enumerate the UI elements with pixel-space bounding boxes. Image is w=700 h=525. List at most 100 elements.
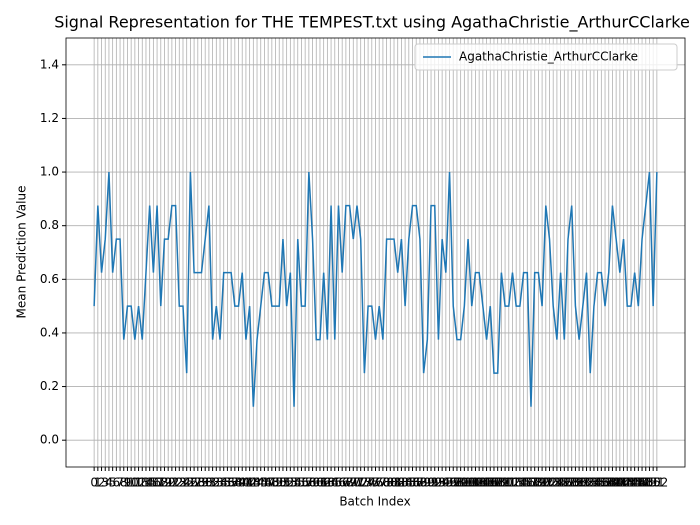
legend-label: AgathaChristie_ArthurCClarke <box>459 50 638 64</box>
x-tick-label: 58 <box>301 476 316 490</box>
x-tick-label: 82 <box>390 476 405 490</box>
x-tick-label: 75 <box>364 476 379 490</box>
x-tick-label: 22 <box>168 476 183 490</box>
x-tick-label: 113 <box>501 476 524 490</box>
x-tick-label: 73 <box>357 476 372 490</box>
x-tick-label: 98 <box>449 476 464 490</box>
x-tick-label: 17 <box>149 476 164 490</box>
x-tick-label: 148 <box>631 476 654 490</box>
x-tick-label: 86 <box>405 476 420 490</box>
x-tick-label: 152 <box>645 476 668 490</box>
x-tick-label: 19 <box>157 476 172 490</box>
plot-frame <box>65 37 686 468</box>
x-tick-label: 20 <box>161 476 176 490</box>
x-tick-label: 119 <box>523 476 546 490</box>
x-tick-label: 37 <box>223 476 238 490</box>
x-tick-label: 35 <box>216 476 231 490</box>
x-tick-label: 135 <box>582 476 605 490</box>
x-tick-label: 50 <box>272 476 287 490</box>
x-tick-label: 44 <box>249 476 264 490</box>
x-tick-label: 43 <box>246 476 261 490</box>
x-tick-label: 41 <box>238 476 253 490</box>
y-tick-label: 1.0 <box>40 165 59 179</box>
x-tick-label: 1 <box>94 476 102 490</box>
x-tick-label: 77 <box>372 476 387 490</box>
x-tick-label: 9 <box>124 476 132 490</box>
x-tick-label: 34 <box>212 476 227 490</box>
x-tick-label: 118 <box>520 476 543 490</box>
x-tick-label: 110 <box>490 476 513 490</box>
x-tick-label: 28 <box>190 476 205 490</box>
x-axis-label: Batch Index <box>339 495 410 509</box>
x-tick-label: 92 <box>427 476 442 490</box>
x-tick-label: 4 <box>105 476 113 490</box>
y-tick-label: 0.2 <box>40 379 59 393</box>
x-tick-label: 116 <box>512 476 535 490</box>
x-tick-label: 6 <box>113 476 121 490</box>
x-tick-label: 117 <box>516 476 539 490</box>
x-tick-label: 122 <box>534 476 557 490</box>
x-tick-label: 52 <box>279 476 294 490</box>
x-tick-label: 49 <box>268 476 283 490</box>
x-tick-label: 91 <box>423 476 438 490</box>
x-tick-label: 71 <box>349 476 364 490</box>
x-tick-label: 143 <box>612 476 635 490</box>
x-tick-label: 150 <box>638 476 661 490</box>
x-tick-label: 149 <box>634 476 657 490</box>
x-tick-label: 57 <box>298 476 313 490</box>
x-tick-label: 142 <box>608 476 631 490</box>
x-tick-label: 83 <box>394 476 409 490</box>
x-tick-label: 120 <box>527 476 550 490</box>
x-tick-label: 100 <box>453 476 476 490</box>
x-tick-label: 121 <box>531 476 554 490</box>
x-tick-label: 31 <box>201 476 216 490</box>
x-tick-label: 36 <box>220 476 235 490</box>
x-tick-label: 137 <box>590 476 613 490</box>
chart-title: Signal Representation for THE TEMPEST.tx… <box>54 13 690 33</box>
x-tick-label: 141 <box>605 476 628 490</box>
x-tick-label: 12 <box>131 476 146 490</box>
x-tick-label: 147 <box>627 476 650 490</box>
x-tick-label: 3 <box>101 476 109 490</box>
x-tick-label: 72 <box>353 476 368 490</box>
x-tick-label: 108 <box>483 476 506 490</box>
x-tick-label: 151 <box>642 476 665 490</box>
x-tick-label: 125 <box>545 476 568 490</box>
y-tick-label: 0.4 <box>40 325 59 339</box>
x-tick-label: 74 <box>360 476 375 490</box>
x-tick-label: 134 <box>579 476 602 490</box>
x-tick-label: 16 <box>146 476 161 490</box>
x-tick-label: 29 <box>194 476 209 490</box>
x-tick-label: 5 <box>109 476 117 490</box>
x-tick-label: 60 <box>309 476 324 490</box>
x-tick-label: 30 <box>198 476 213 490</box>
x-tick-label: 145 <box>619 476 642 490</box>
x-tick-label: 114 <box>505 476 528 490</box>
x-tick-label: 139 <box>597 476 620 490</box>
x-tick-label: 14 <box>138 476 153 490</box>
x-tick-label: 7 <box>116 476 124 490</box>
x-tick-label: 64 <box>323 476 338 490</box>
x-tick-label: 78 <box>375 476 390 490</box>
y-tick-label: 0.0 <box>40 433 59 447</box>
x-tick-label: 26 <box>183 476 198 490</box>
x-tick-label: 84 <box>397 476 412 490</box>
x-tick-label: 32 <box>205 476 220 490</box>
x-tick-label: 2 <box>98 476 106 490</box>
x-tick-label: 103 <box>464 476 487 490</box>
x-tick-label: 53 <box>283 476 298 490</box>
x-tick-label: 89 <box>416 476 431 490</box>
x-tick-label: 138 <box>594 476 617 490</box>
x-tick-label: 144 <box>616 476 639 490</box>
x-tick-label: 21 <box>164 476 179 490</box>
x-tick-label: 80 <box>383 476 398 490</box>
x-tick-label: 51 <box>275 476 290 490</box>
x-tick-label: 90 <box>420 476 435 490</box>
x-tick-label: 130 <box>564 476 587 490</box>
x-tick-label: 127 <box>553 476 576 490</box>
x-tick-label: 47 <box>260 476 275 490</box>
x-tick-label: 88 <box>412 476 427 490</box>
x-tick-label: 104 <box>468 476 491 490</box>
x-tick-label: 97 <box>446 476 461 490</box>
legend-box <box>414 43 678 71</box>
